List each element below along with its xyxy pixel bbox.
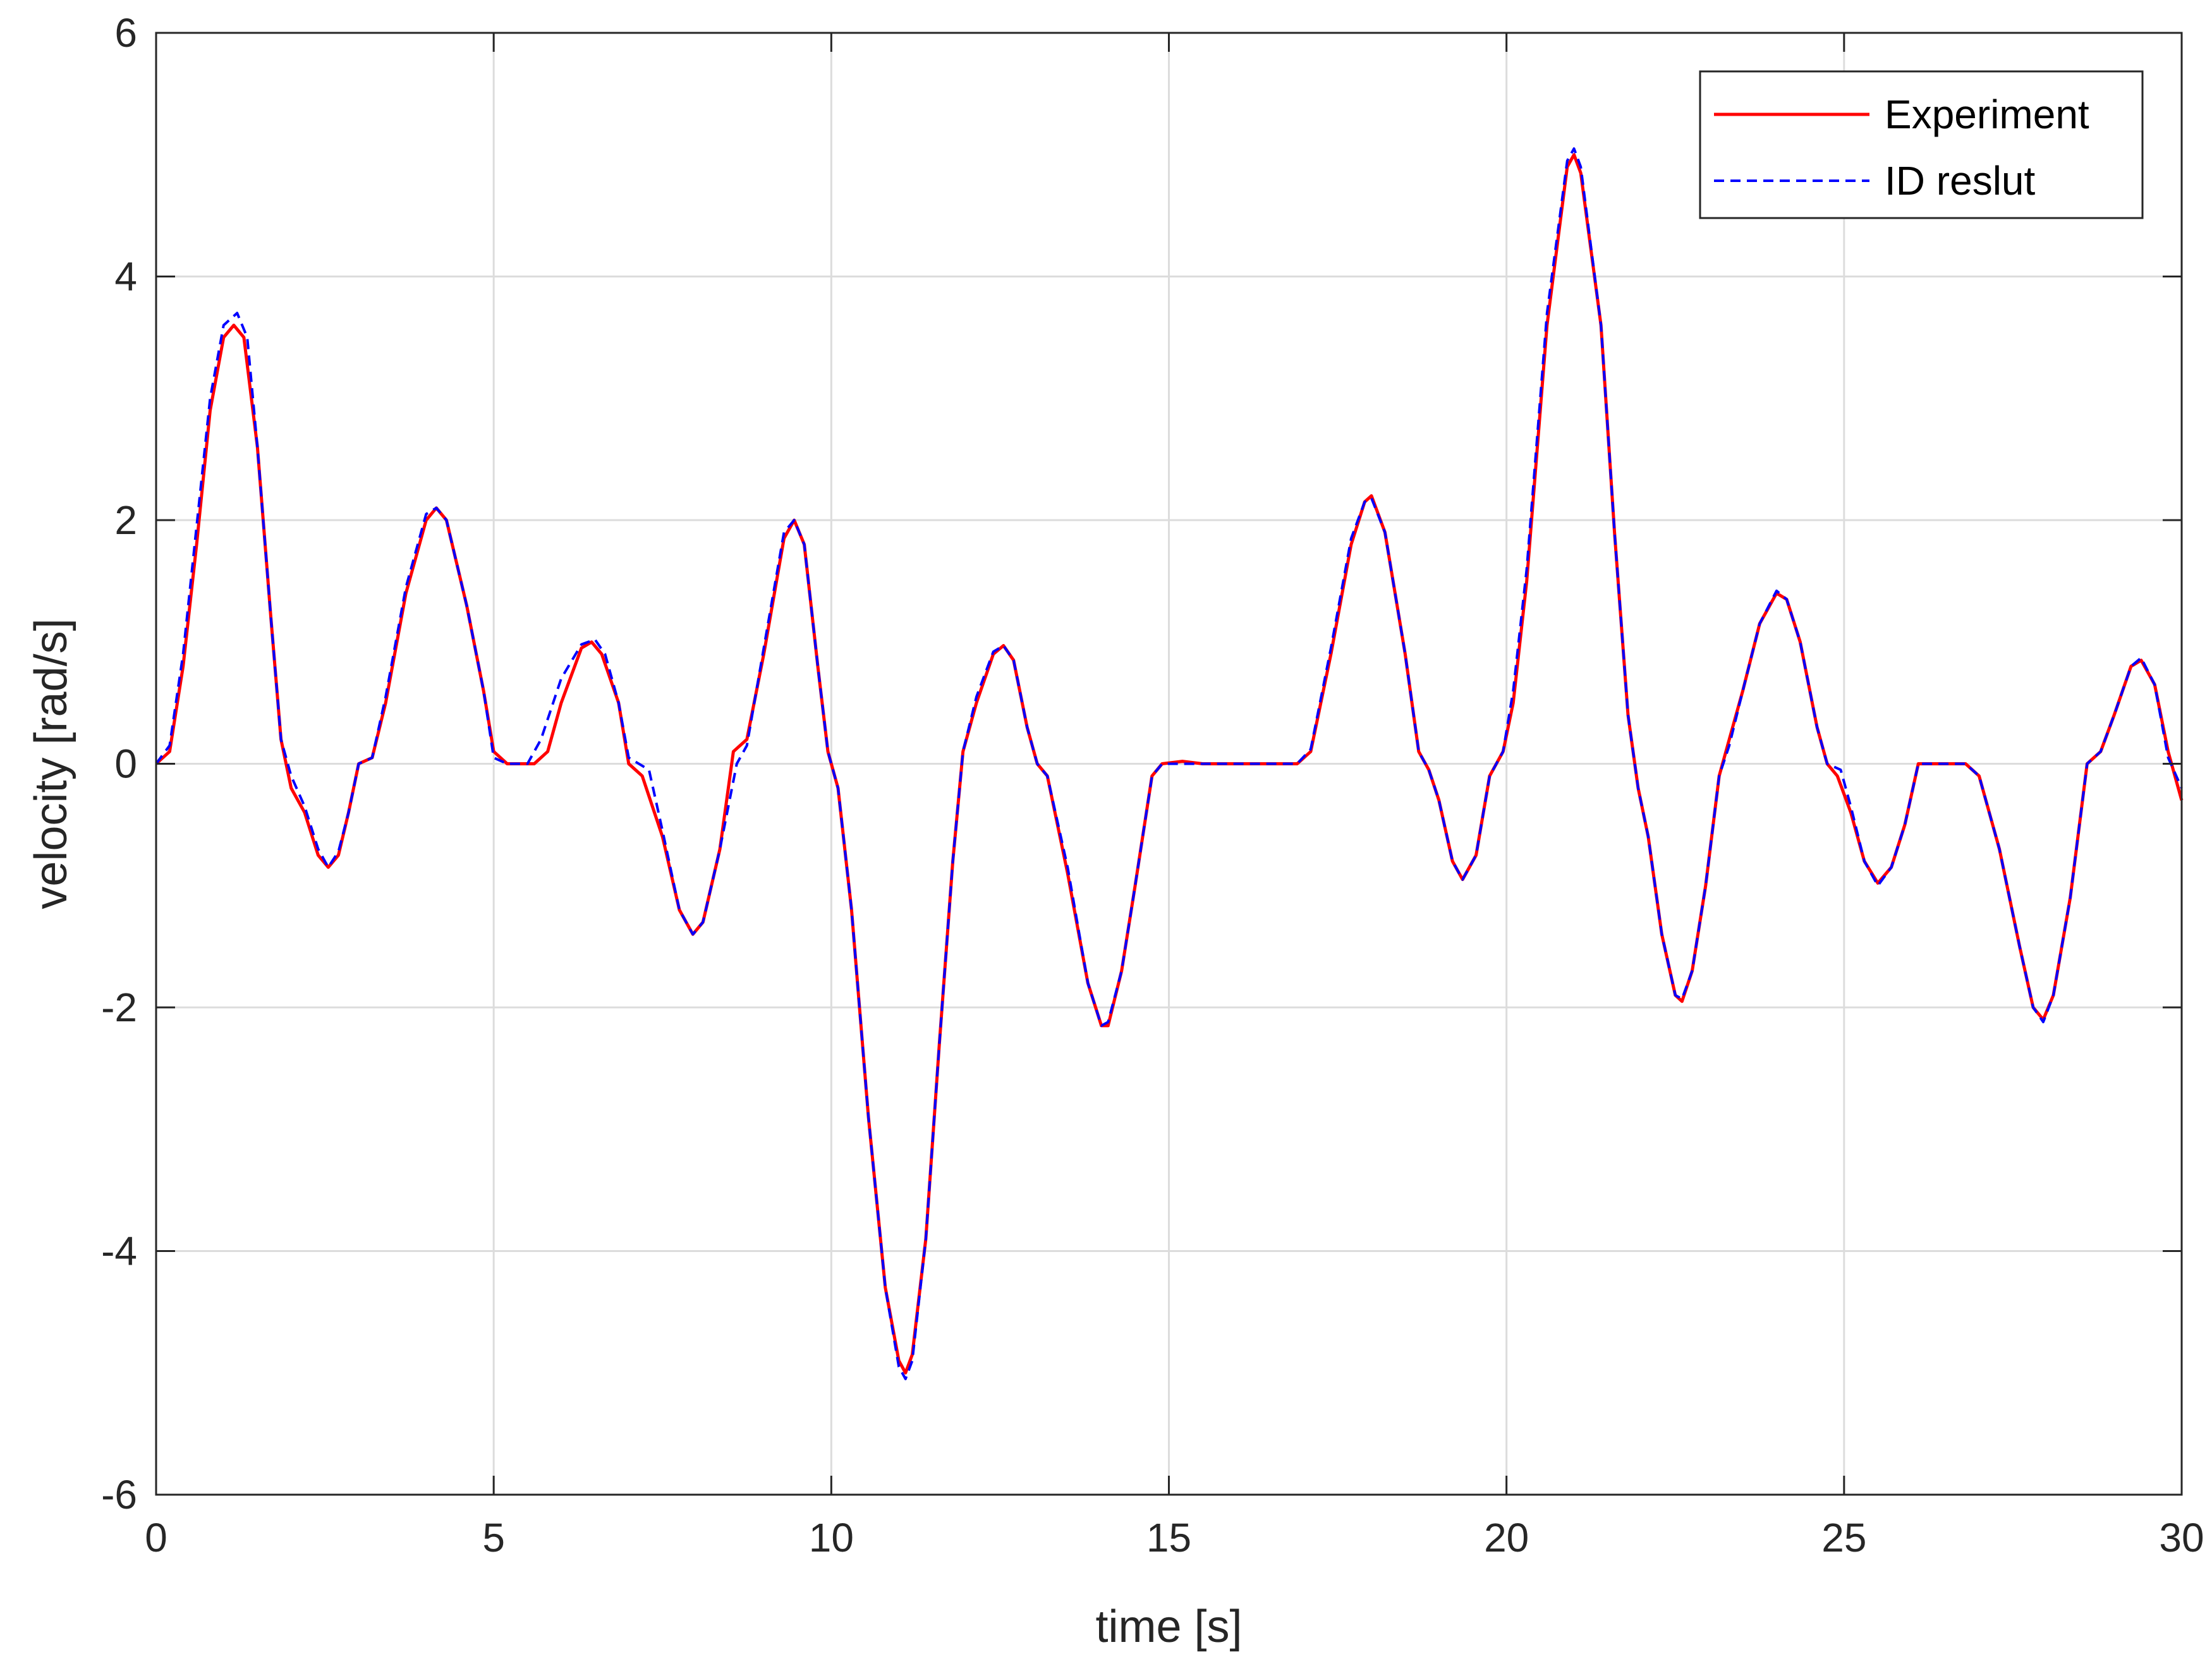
x-tick-label: 25 (1821, 1515, 1866, 1560)
series-layer (155, 147, 2184, 1380)
x-tick-label: 5 (482, 1515, 505, 1560)
y-tick-label: -2 (101, 985, 137, 1030)
legend-label: ID reslut (1885, 158, 2036, 204)
x-tick-label: 0 (145, 1515, 167, 1560)
legend: Experiment ID reslut (1699, 70, 2144, 219)
y-tick-label: 4 (114, 254, 137, 300)
axis-ticks: 0 5 10 15 20 25 30 -6 -4 -2 0 2 4 6 (101, 10, 2204, 1560)
y-tick-label: -6 (101, 1472, 137, 1517)
y-tick-label: 0 (114, 741, 137, 787)
x-axis-title: time [s] (1095, 1601, 1242, 1652)
legend-box (1699, 70, 2144, 219)
x-tick-label: 15 (1146, 1515, 1191, 1560)
y-tick-label: 2 (114, 497, 137, 543)
series-line-id-result (155, 147, 2183, 1380)
legend-label: Experiment (1885, 92, 2089, 137)
y-tick-label: 6 (114, 10, 137, 56)
x-tick-label: 30 (2159, 1515, 2204, 1560)
y-axis-title: velocity [rad/s] (26, 618, 76, 909)
x-tick-label: 10 (809, 1515, 854, 1560)
y-tick-label: -4 (101, 1229, 137, 1274)
x-tick-label: 20 (1484, 1515, 1529, 1560)
grid (156, 33, 2182, 1495)
